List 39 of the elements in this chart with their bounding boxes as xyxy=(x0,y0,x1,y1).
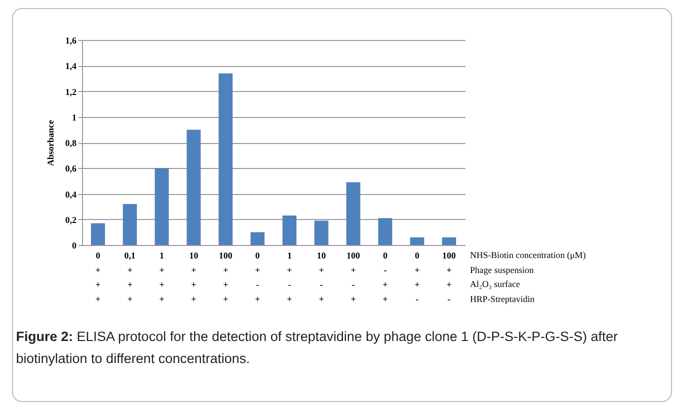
x-tick-label: 100 + - + xyxy=(346,250,361,304)
x-tick-label: 0 + - + xyxy=(254,250,260,304)
bar xyxy=(346,182,360,245)
y-tick-label: 0,8 xyxy=(65,138,77,148)
y-tick-label: 0,4 xyxy=(65,189,77,200)
bar xyxy=(378,218,392,245)
y-tick-label: 0 xyxy=(72,240,77,250)
y-tick-label: 0,6 xyxy=(65,164,77,174)
x-tick-label: 100 + + - xyxy=(442,250,456,304)
bar xyxy=(282,216,296,245)
bar xyxy=(186,130,201,245)
bar xyxy=(442,237,456,245)
x-tick-label: 0 + + + xyxy=(95,250,101,304)
y-tick-label: 0,2 xyxy=(65,214,77,225)
y-tick-label: 1,2 xyxy=(65,86,77,97)
caption: Figure 2: ELISA protocol for the detection of streptavidine by phage clone 1 (D-P-S-K-P-G-S-S) after biotinylation to different concentrations. xyxy=(16,328,619,368)
x-tick-label: 0,1 + + + xyxy=(124,250,136,304)
y-axis-title: Absorbance xyxy=(45,120,56,166)
bar xyxy=(410,237,424,245)
y-tick-label: 1,4 xyxy=(65,61,77,72)
text: Phage suspension xyxy=(470,264,534,274)
x-tick-label: 10 + - + xyxy=(316,250,326,304)
x-tick-label: 1 + + + xyxy=(159,250,165,304)
x-tick-label: 0 + + - xyxy=(414,250,420,304)
x-tick-label: 0 - + + xyxy=(382,250,388,304)
text: NHS-Biotin concentration (μM) xyxy=(470,250,586,260)
bar xyxy=(218,73,233,245)
x-tick-label: 100 + + + xyxy=(218,250,233,304)
y-tick-label: 1,6 xyxy=(65,36,77,46)
x-tick-label: 1 + - + xyxy=(286,250,292,304)
bar xyxy=(122,204,137,245)
text: HRP-Streptavidin xyxy=(470,294,534,304)
bar xyxy=(250,232,265,245)
x-tick-label: 10 + + + xyxy=(189,250,199,304)
bar xyxy=(314,220,328,245)
bar xyxy=(154,168,169,245)
y-tick-label: 1 xyxy=(72,112,77,122)
bar xyxy=(90,223,105,245)
text: Al₂O₃ surface xyxy=(470,279,520,289)
